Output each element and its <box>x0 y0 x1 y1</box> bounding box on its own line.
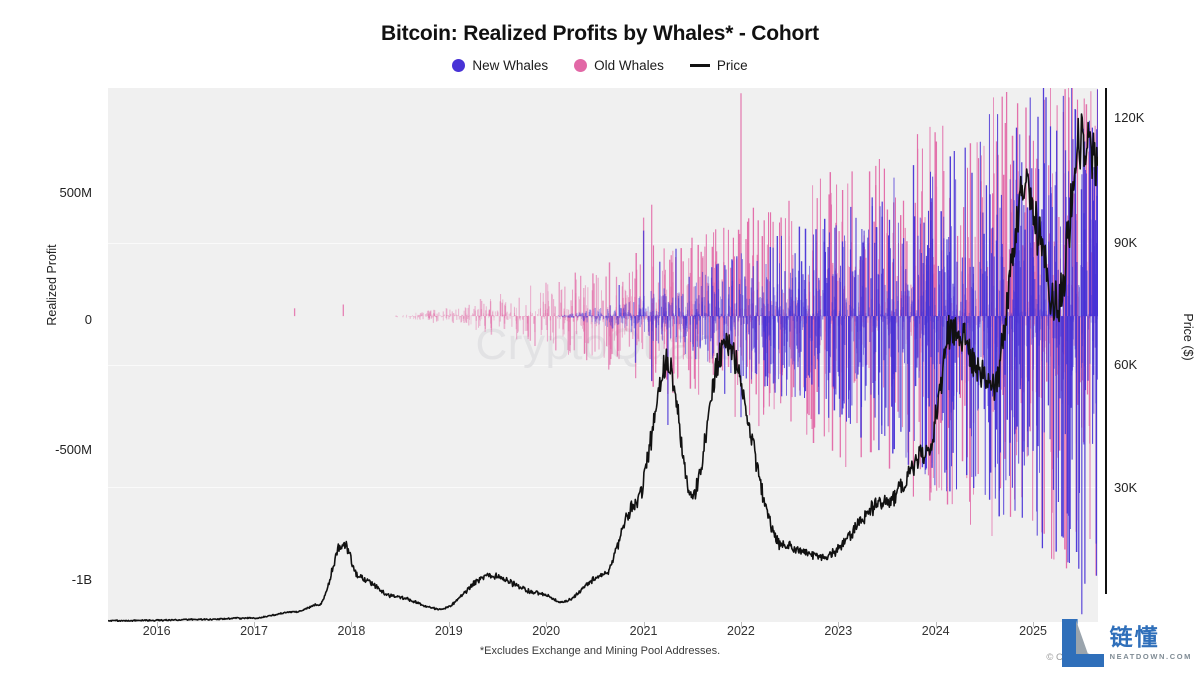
x-axis-tick: 2018 <box>337 624 366 638</box>
legend-label: Price <box>716 58 748 73</box>
x-axis-tick-mark <box>740 622 742 627</box>
x-axis-tick-mark <box>1033 622 1035 627</box>
legend-item-new-whales[interactable]: New Whales <box>452 58 548 73</box>
legend-line-icon <box>689 64 710 67</box>
legend-dot-icon <box>574 59 588 72</box>
y-axis-left-title: Realized Profit <box>45 244 59 326</box>
x-axis-tick-mark <box>838 622 840 627</box>
y-axis-right-tick: 90K <box>1114 235 1138 250</box>
y-axis-right-spine <box>1105 88 1107 594</box>
gridline <box>108 365 1098 366</box>
series-canvas <box>108 88 1098 622</box>
x-axis-tick-mark <box>546 622 548 627</box>
y-axis-right-tick: 120K <box>1114 110 1145 125</box>
legend-label: New Whales <box>472 58 549 73</box>
chart-footnote: *Excludes Exchange and Mining Pool Addre… <box>479 645 721 657</box>
gridline <box>108 243 1098 244</box>
plot-area: CryptoQuant <box>108 88 1098 622</box>
x-axis-tick: 2021 <box>629 624 658 638</box>
legend-item-old-whales[interactable]: Old Whales <box>574 58 664 73</box>
chart-legend: New Whales Old Whales Price <box>0 58 1200 73</box>
y-axis-right-title: Price ($) <box>1181 313 1195 361</box>
x-axis-tick: 2017 <box>240 624 268 638</box>
brand-logo: 链懂 NEATDOWN.COM <box>1061 619 1192 667</box>
brand-l-mark-icon <box>1061 619 1104 667</box>
legend-item-price[interactable]: Price <box>689 58 748 73</box>
legend-label: Old Whales <box>594 58 664 73</box>
x-axis-tick: 2025 <box>1019 624 1047 638</box>
x-axis-tick-mark <box>935 622 937 627</box>
y-axis-left-tick: 500M <box>59 185 92 200</box>
y-axis-left-tick: -1B <box>71 572 92 587</box>
x-axis-tick-mark <box>156 622 158 627</box>
page-title: Bitcoin: Realized Profits by Whales* - C… <box>381 22 819 45</box>
x-axis-tick: 2023 <box>824 624 853 638</box>
spike-series-new-whales <box>557 88 1098 615</box>
y-axis-right-tick: 60K <box>1114 357 1138 372</box>
x-axis-tick: 2020 <box>532 624 561 638</box>
x-axis-tick-mark <box>643 622 645 627</box>
x-axis-tick: 2022 <box>727 624 755 638</box>
gridline <box>108 487 1098 488</box>
x-axis-tick: 2019 <box>434 624 463 638</box>
brand-name-en: NEATDOWN.COM <box>1109 651 1192 661</box>
x-axis-tick: 2016 <box>142 624 171 638</box>
y-axis-left-tick: -500M <box>55 442 92 457</box>
x-axis-tick-mark <box>448 622 450 627</box>
legend-dot-icon <box>452 59 466 72</box>
x-axis-tick-mark <box>351 622 353 627</box>
price-line <box>108 113 1098 622</box>
brand-name-cn: 链懂 <box>1109 623 1160 650</box>
y-axis-left-tick: 0 <box>84 312 92 327</box>
x-axis-tick: 2024 <box>921 624 950 638</box>
y-axis-right-tick: 30K <box>1114 480 1138 495</box>
x-axis-tick-mark <box>254 622 256 627</box>
